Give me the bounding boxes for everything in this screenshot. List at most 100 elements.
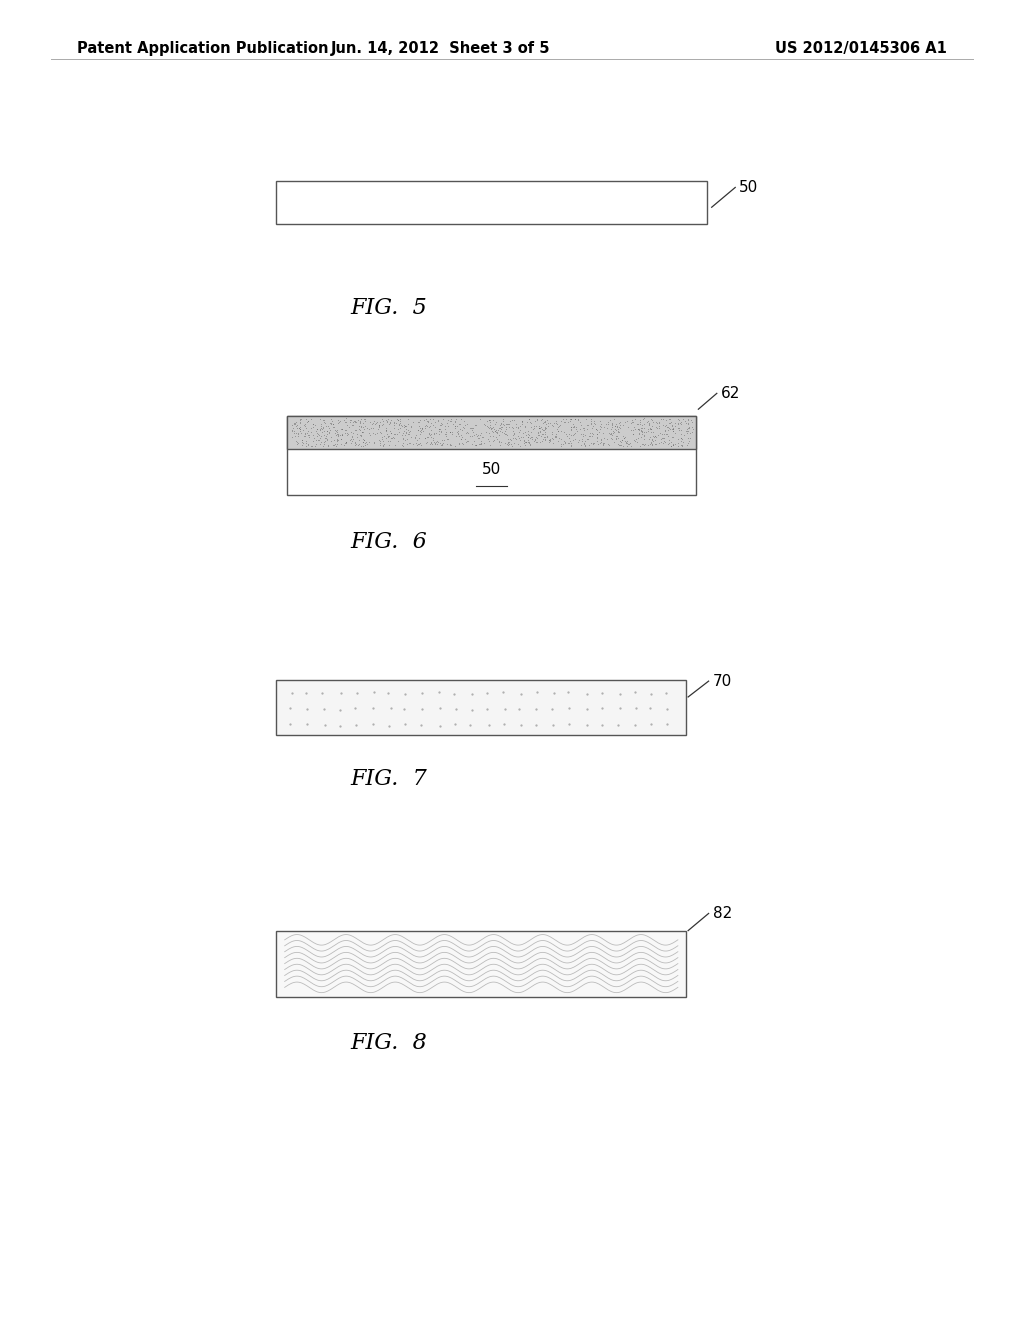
Point <box>660 416 677 437</box>
Point <box>378 428 394 449</box>
Point <box>499 424 515 445</box>
Text: Jun. 14, 2012  Sheet 3 of 5: Jun. 14, 2012 Sheet 3 of 5 <box>331 41 550 57</box>
Point <box>603 428 620 449</box>
Point <box>551 428 567 449</box>
Point <box>323 412 339 433</box>
Point <box>315 430 332 451</box>
Point <box>614 414 631 436</box>
Point <box>649 418 666 440</box>
Point <box>408 424 424 445</box>
Point <box>347 434 364 455</box>
Point <box>547 425 563 446</box>
Point <box>565 417 582 438</box>
Point <box>566 416 583 437</box>
Point <box>473 430 489 451</box>
Point <box>485 429 502 450</box>
Point <box>684 421 700 442</box>
Point <box>598 414 614 436</box>
Point <box>531 417 548 438</box>
Point <box>437 424 454 445</box>
Point <box>589 424 605 445</box>
Point <box>484 425 501 446</box>
Point <box>352 425 369 446</box>
Point <box>550 430 566 451</box>
Point <box>323 413 339 434</box>
Point <box>349 426 366 447</box>
Point <box>487 422 504 444</box>
Point <box>647 426 664 447</box>
Point <box>526 430 543 451</box>
Point <box>642 433 658 454</box>
Point <box>535 418 551 440</box>
Point <box>653 424 670 445</box>
Point <box>580 429 596 450</box>
Point <box>382 412 398 433</box>
Point <box>433 434 450 455</box>
Point <box>298 409 314 430</box>
Point <box>565 413 582 434</box>
Point <box>422 424 438 445</box>
Point <box>446 411 463 432</box>
Point <box>390 418 407 440</box>
Point <box>394 433 411 454</box>
Point <box>288 422 304 444</box>
Point <box>310 429 327 450</box>
Point <box>678 421 694 442</box>
Point <box>520 424 537 445</box>
Point <box>647 425 664 446</box>
Point <box>588 418 604 440</box>
Bar <box>276 680 686 735</box>
Point <box>521 428 538 449</box>
Point <box>315 411 332 432</box>
Point <box>602 418 618 440</box>
Point <box>350 434 367 455</box>
Point <box>403 416 420 437</box>
Point <box>334 418 350 440</box>
Point <box>610 421 627 442</box>
Point <box>290 424 306 445</box>
Point <box>437 418 454 440</box>
Point <box>563 409 580 430</box>
Point <box>441 433 458 454</box>
Point <box>631 420 647 441</box>
Point <box>634 421 650 442</box>
Point <box>429 409 445 430</box>
Point <box>318 428 335 449</box>
Point <box>624 413 640 434</box>
Point <box>643 432 659 453</box>
Point <box>673 428 689 449</box>
Point <box>397 416 414 437</box>
Point <box>350 429 367 450</box>
Point <box>685 418 701 440</box>
Point <box>321 422 337 444</box>
Point <box>302 408 318 429</box>
Point <box>562 433 579 454</box>
Point <box>338 408 354 429</box>
Point <box>657 409 674 430</box>
Point <box>423 426 439 447</box>
Point <box>526 416 543 437</box>
Point <box>458 422 474 444</box>
Point <box>539 426 555 447</box>
Point <box>427 412 443 433</box>
Point <box>524 426 541 447</box>
Point <box>607 414 624 436</box>
Point <box>519 426 536 447</box>
Point <box>294 429 310 450</box>
Point <box>492 414 508 436</box>
Point <box>656 416 673 437</box>
Point <box>454 433 470 454</box>
Point <box>430 411 446 432</box>
Point <box>380 430 396 451</box>
Point <box>632 413 648 434</box>
Point <box>287 425 303 446</box>
Point <box>298 436 314 457</box>
Point <box>675 432 691 453</box>
Point <box>589 424 605 445</box>
Point <box>593 432 609 453</box>
Point <box>553 436 569 457</box>
Point <box>679 420 695 441</box>
Point <box>360 422 377 444</box>
Point <box>651 412 668 433</box>
Point <box>593 413 609 434</box>
